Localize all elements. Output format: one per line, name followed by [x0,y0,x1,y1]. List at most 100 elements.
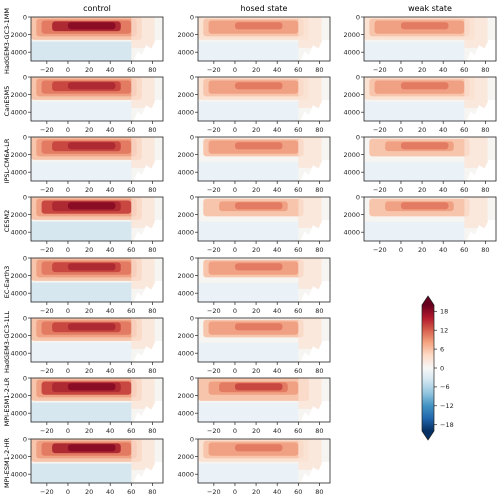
panel: 0 2000 4000 −20 0 20 40 60 80 [10,13,164,74]
anomaly-cell [234,383,283,391]
deep-cell [31,161,132,181]
panel: 0 2000 4000 −20 0 20 40 60 80 [10,314,164,375]
anomaly-cell [298,258,322,289]
deep-cell [364,41,465,61]
anomaly-cell [234,82,283,90]
x-tick-label: 80 [148,488,156,496]
x-tick-label: 80 [148,126,156,134]
x-tick-label: −20 [40,246,54,254]
y-tick-label: 0 [190,254,194,262]
x-tick-label: 20 [252,246,260,254]
colorbar-extend-min [422,431,434,440]
y-tick-label: 2000 [10,272,27,280]
y-tick-label: 4000 [177,49,194,57]
y-tick-label: 2000 [177,151,194,159]
y-tick-label: 2000 [177,31,194,39]
x-tick-label: 60 [294,488,302,496]
y-tick-label: 0 [23,314,27,322]
x-tick-label: 0 [233,66,237,74]
bathymetry-mask [466,159,496,181]
x-tick-label: 60 [294,307,302,315]
anomaly-cell [234,142,283,150]
x-tick-label: −20 [373,126,387,134]
y-tick-label: 2000 [10,453,27,461]
x-tick-label: 60 [127,186,135,194]
x-tick-label: −20 [373,186,387,194]
y-tick-label: 2000 [10,392,27,400]
x-tick-label: 40 [106,488,114,496]
bathymetry-mask [133,280,163,302]
panel-frame [197,438,331,484]
panel: 0 2000 4000 −20 0 20 40 60 80 [343,133,497,194]
panel-frame [363,16,497,62]
panel: 0 2000 4000 −20 0 20 40 60 80 [177,435,331,496]
anomaly-cell [400,22,449,30]
x-tick-label: 20 [85,427,93,435]
panel: 0 2000 4000 −20 0 20 40 60 80 [10,254,164,315]
x-tick-label: 80 [315,246,323,254]
panel-frame [197,136,331,182]
x-tick-label: 80 [148,307,156,315]
y-tick-label: 2000 [10,91,27,99]
bathymetry-mask [466,39,496,61]
deep-cell [198,161,299,181]
y-tick-label: 4000 [10,350,27,358]
x-tick-label: 80 [315,66,323,74]
anomaly-cell [131,439,155,470]
y-tick-label: 2000 [10,31,27,39]
deep-cell [198,41,299,61]
y-tick-label: 2000 [177,211,194,219]
panel-frame [30,196,164,242]
anomaly-cell [67,142,116,150]
panel-frame [197,317,331,363]
bathymetry-mask [300,99,330,121]
colorbar-tick-label: −12 [440,402,454,410]
x-tick-label: 20 [85,186,93,194]
panel: 0 2000 4000 −20 0 20 40 60 80 [343,73,497,134]
y-tick-label: 2000 [343,151,360,159]
x-tick-label: 20 [252,186,260,194]
x-tick-label: 60 [460,126,468,134]
y-tick-label: 0 [190,193,194,201]
x-tick-label: 40 [439,126,447,134]
x-tick-label: 0 [399,66,403,74]
x-tick-label: −20 [40,367,54,375]
panel: 0 2000 4000 −20 0 20 40 60 80 [10,435,164,496]
x-tick-label: 80 [481,66,489,74]
x-tick-label: 0 [233,126,237,134]
panel-frame [197,257,331,303]
deep-cell [198,463,299,483]
y-tick-label: 0 [190,133,194,141]
anomaly-cell [298,197,322,228]
row-label: CESM2 [3,210,11,233]
row-label: CanESM5 [3,86,11,117]
colorbar-tick-label: 6 [440,345,444,353]
x-tick-label: 20 [418,186,426,194]
y-tick-label: 0 [23,374,27,382]
panel-frame [30,257,164,303]
deep-cell [31,402,132,422]
x-tick-label: 0 [233,367,237,375]
y-tick-label: 4000 [343,109,360,117]
x-tick-label: 0 [66,488,70,496]
deep-cell [364,221,465,241]
bathymetry-mask [133,340,163,362]
bathymetry-mask [133,99,163,121]
row-label: HadGEM3-GC3-1MM [3,8,11,74]
column-title: control [83,4,111,13]
panel-frame [30,317,164,363]
anomaly-cell [67,202,116,210]
x-tick-label: 40 [273,488,281,496]
deep-cell [198,101,299,121]
anomaly-cell [400,82,449,90]
colorbar: 18 12 6 0 −6 −12 −18 [421,295,454,441]
x-tick-label: −20 [207,246,221,254]
x-tick-label: −20 [207,427,221,435]
x-tick-label: 0 [66,246,70,254]
x-tick-label: 0 [233,488,237,496]
colorbar-extend-max [422,296,434,305]
anomaly-cell [400,202,449,210]
x-tick-label: 60 [294,427,302,435]
anomaly-cell [464,77,488,108]
